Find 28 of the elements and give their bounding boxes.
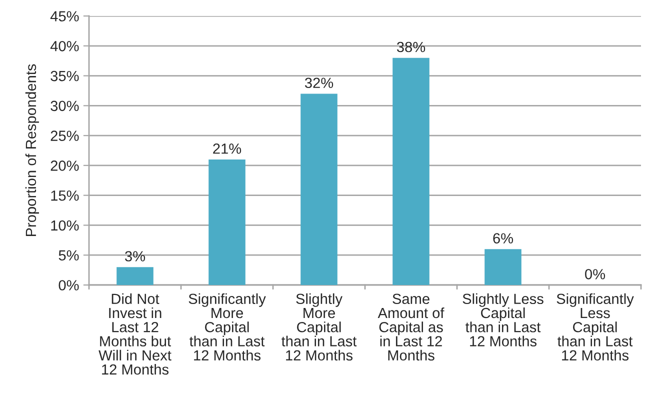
bar [208,159,246,285]
data-label: 0% [585,269,606,280]
x-tick-label: Slightly Less Capital than in Last 12 Months [462,293,544,346]
y-tick-label: 30% [50,100,79,112]
x-tick-label: Did Not Invest in Last 12 Months but Will in Next 12 Months [98,293,172,375]
y-tick-label: 20% [50,160,79,171]
x-tick-label: Slightly More Capital than in Last 12 Months [282,293,357,361]
y-tick-label: 25% [50,130,79,141]
bar [116,267,154,285]
data-label: 3% [125,251,146,262]
bar [392,58,430,285]
y-tick-label: 45% [50,11,79,22]
y-tick-label: 10% [51,220,79,231]
bar [484,249,522,285]
y-tick-label: 15% [51,190,79,201]
data-label: 6% [493,233,514,244]
y-axis-title: Proportion of Respondents [25,64,39,236]
data-label: 21% [213,143,242,154]
x-tick-label: Significantly Less Capital than in Last 12 Months [556,293,634,361]
bar [300,94,338,285]
x-tick-label: Same Amount of Capital as in Last 12 Months [378,294,444,361]
y-tick-label: 35% [50,70,79,82]
y-tick-label: 0% [58,280,79,290]
x-tick-label: Significantly More Capital than in Last 12 Months [188,293,266,361]
data-label: 38% [396,42,426,52]
y-tick-label: 40% [50,40,79,52]
data-label: 32% [304,78,334,88]
y-tick-label: 5% [58,250,79,261]
